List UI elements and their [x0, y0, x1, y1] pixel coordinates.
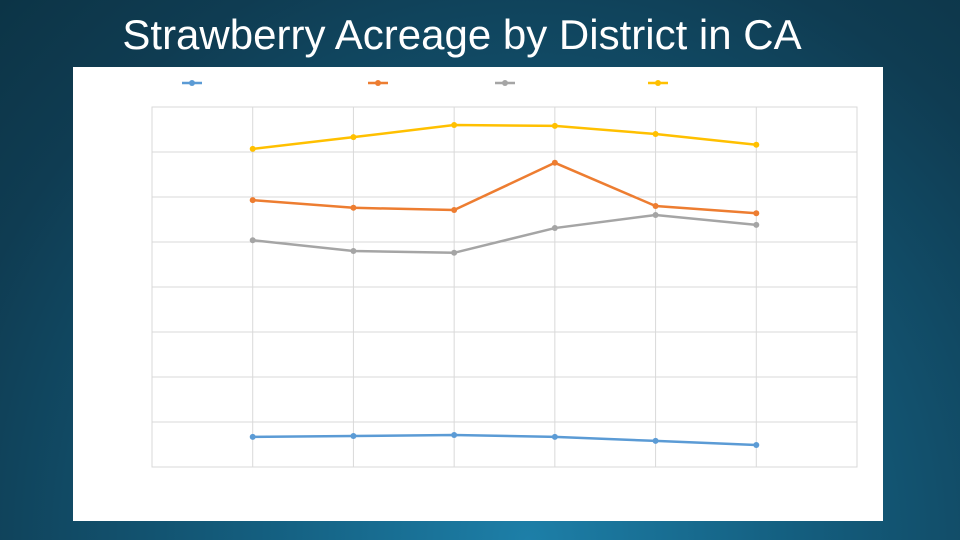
series-line: [252, 161, 757, 215]
data-point: [350, 248, 357, 254]
data-point: [350, 204, 357, 211]
data-point: [551, 159, 558, 166]
data-point: [451, 432, 458, 439]
data-point: [652, 131, 659, 137]
data-point: [451, 249, 458, 256]
data-point: [753, 210, 760, 217]
data-point: [451, 207, 458, 214]
data-point: [652, 212, 659, 218]
data-point: [249, 145, 256, 152]
legend-marker: [375, 80, 381, 86]
data-point: [551, 433, 558, 440]
data-point: [753, 441, 760, 448]
data-point: [249, 197, 256, 204]
series-line: [252, 433, 757, 447]
legend-marker: [502, 80, 508, 86]
chart-area: [73, 67, 883, 521]
data-point: [451, 122, 458, 128]
data-point: [652, 203, 659, 209]
data-point: [753, 221, 760, 228]
chart-title: Strawberry Acreage by District in CA: [122, 11, 801, 58]
data-point: [249, 237, 256, 244]
series-line: [252, 213, 757, 255]
data-point: [652, 437, 659, 444]
legend-marker: [189, 80, 195, 86]
legend-marker: [655, 80, 661, 86]
data-point: [551, 122, 558, 129]
data-point: [249, 433, 256, 440]
data-point: [350, 432, 357, 439]
data-point: [551, 225, 558, 232]
data-point: [753, 141, 760, 148]
series-line: [252, 123, 757, 151]
data-point: [350, 134, 357, 141]
